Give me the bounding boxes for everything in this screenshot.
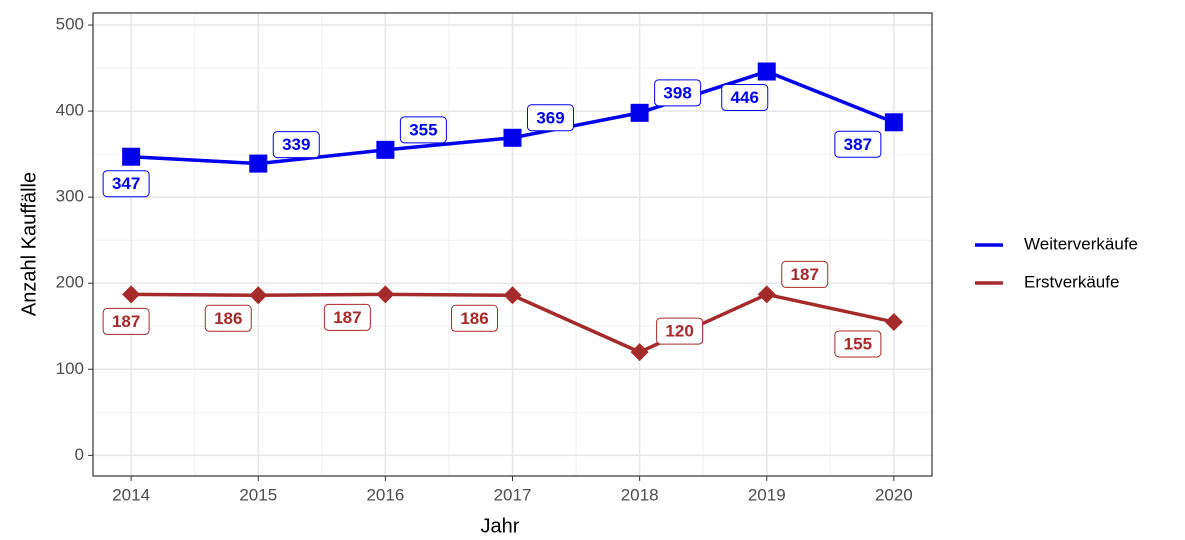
- y-tick-label: 500: [56, 15, 84, 34]
- y-tick-label: 100: [56, 359, 84, 378]
- legend-label: Weiterverkäufe: [1024, 234, 1138, 253]
- marker: [757, 285, 776, 304]
- data-label-box: [204, 304, 252, 332]
- marker: [503, 128, 522, 147]
- marker: [376, 285, 395, 304]
- data-label: 186: [214, 309, 242, 328]
- marker: [249, 286, 268, 305]
- data-label: 369: [536, 108, 564, 127]
- data-label: 187: [333, 308, 361, 327]
- marker: [757, 62, 776, 81]
- data-label: 355: [409, 120, 437, 139]
- data-label-box: [451, 304, 498, 332]
- x-tick-label: 2015: [239, 485, 277, 504]
- marker: [630, 103, 649, 122]
- plot-border: [92, 12, 933, 477]
- legend-label: Erstverkäufe: [1024, 272, 1119, 291]
- data-label-box: [834, 330, 882, 358]
- x-tick-label: 2016: [366, 485, 404, 504]
- data-label-box: [272, 131, 320, 159]
- marker: [122, 147, 141, 166]
- data-label-box: [102, 307, 150, 335]
- data-label-box: [654, 79, 702, 107]
- x-tick-label: 2020: [875, 485, 913, 504]
- marker: [376, 140, 395, 159]
- marker: [249, 154, 268, 173]
- y-tick-label: 300: [56, 187, 84, 206]
- data-label-box: [527, 104, 574, 132]
- x-tick-label: 2017: [494, 485, 532, 504]
- x-tick-label: 2018: [621, 485, 659, 504]
- data-label-box: [656, 317, 704, 345]
- data-label-box: [399, 116, 447, 144]
- marker: [503, 286, 522, 305]
- y-axis-title: Anzahl Kauffälle: [18, 172, 40, 316]
- marker: [122, 285, 141, 304]
- data-label-box: [323, 303, 371, 331]
- x-axis-title: Jahr: [481, 515, 520, 537]
- data-label-box: [102, 170, 150, 198]
- data-label: 347: [112, 174, 140, 193]
- marker: [630, 343, 649, 362]
- y-tick-label: 200: [56, 273, 84, 292]
- data-label-box: [781, 260, 829, 288]
- data-label-box: [721, 84, 769, 112]
- data-label: 387: [844, 135, 872, 154]
- y-tick-label: 0: [75, 445, 84, 464]
- x-tick-label: 2014: [112, 485, 150, 504]
- marker: [884, 312, 903, 331]
- data-label: 339: [282, 135, 310, 154]
- data-label: 155: [844, 334, 872, 353]
- data-label: 187: [791, 265, 819, 284]
- x-tick-label: 2019: [748, 485, 786, 504]
- data-label: 187: [112, 312, 140, 331]
- y-tick-label: 400: [56, 101, 84, 120]
- data-label: 120: [665, 322, 693, 341]
- marker: [884, 113, 903, 132]
- data-label: 446: [731, 88, 759, 107]
- data-label: 398: [663, 83, 691, 102]
- data-label: 186: [460, 309, 488, 328]
- data-label-box: [834, 130, 882, 158]
